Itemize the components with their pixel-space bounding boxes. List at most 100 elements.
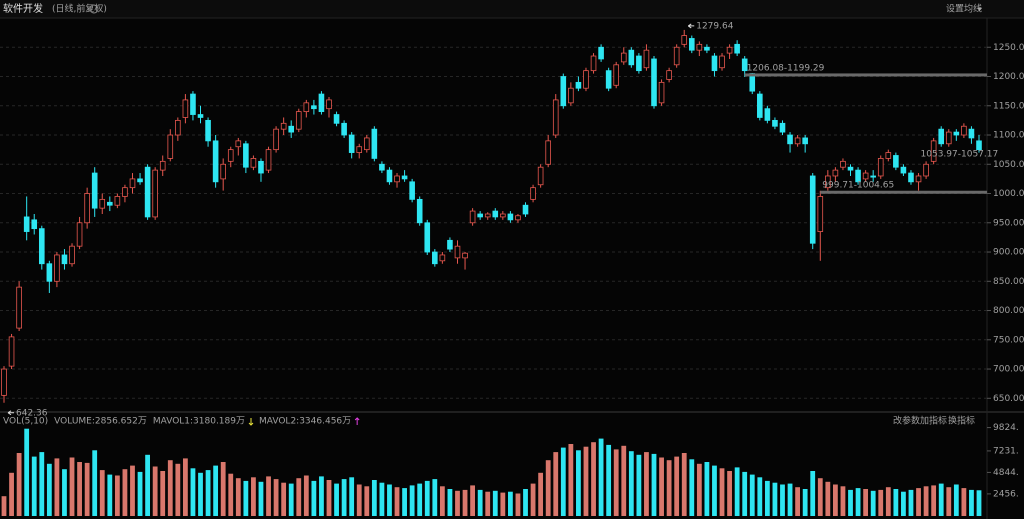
candle-body — [885, 152, 892, 159]
candle-body — [401, 175, 408, 180]
candle-body — [704, 46, 710, 51]
legend-entry: VOL(5,10) — [3, 417, 48, 427]
candle-body — [809, 175, 816, 244]
chart-subtitle: (日线,前复权) — [52, 3, 107, 15]
volume-bar — [341, 479, 347, 516]
volume-bar — [931, 485, 937, 516]
volume-bar — [681, 453, 687, 516]
candle-body — [197, 114, 204, 118]
candle-body — [356, 146, 363, 153]
candle-body — [598, 46, 604, 60]
candle-body — [605, 70, 612, 89]
volume-bar — [213, 465, 219, 516]
settings-button[interactable]: 设置均线 — [946, 3, 982, 15]
candle-body — [258, 160, 264, 174]
candle-body — [545, 140, 551, 165]
volume-bar — [613, 449, 619, 516]
candle-body — [787, 134, 793, 145]
volume-bar — [402, 488, 407, 516]
candle-body — [46, 263, 53, 282]
y-tick-label: 4844. — [993, 468, 1019, 478]
dropdown-arrow — [977, 8, 982, 11]
candle-body — [235, 140, 242, 148]
trend-arrow — [248, 418, 254, 426]
candle-body — [205, 119, 211, 142]
volume-bar — [500, 492, 506, 516]
volume-bar — [507, 491, 513, 516]
volume-bar — [485, 491, 491, 516]
candle-body — [620, 52, 627, 63]
indicator-button[interactable]: 换指标 — [948, 415, 975, 427]
volume-bar — [810, 471, 816, 516]
candle-body — [726, 46, 733, 54]
volume-bar — [538, 472, 544, 516]
candle-body — [311, 105, 317, 110]
candle-body — [492, 210, 499, 218]
zone-band — [820, 190, 987, 194]
volume-bar — [9, 472, 14, 516]
candle-body — [877, 158, 884, 177]
candle-body — [227, 149, 234, 162]
volume-bar — [855, 488, 861, 516]
volume-bar — [893, 489, 899, 516]
candle-body — [560, 76, 567, 107]
volume-bar — [553, 452, 559, 516]
volume-bar — [901, 491, 906, 516]
volume-bar — [848, 489, 853, 516]
volume-bar — [817, 478, 823, 516]
volume-bar — [92, 450, 98, 516]
volume-bar — [636, 454, 642, 516]
volume-bar — [152, 466, 158, 516]
candle-body — [696, 43, 703, 51]
volume-bar — [114, 475, 120, 516]
candle-body — [273, 128, 279, 151]
candle-body — [454, 245, 461, 259]
volume-bar — [969, 489, 974, 516]
candle-body — [69, 245, 75, 265]
volume-bar — [568, 444, 574, 516]
candle-body — [613, 64, 620, 86]
volume-bar — [802, 489, 808, 516]
volume-bar — [689, 459, 695, 516]
candle-body — [363, 137, 370, 151]
candle-body — [976, 140, 982, 151]
candle-body — [734, 43, 740, 54]
volume-bar — [916, 488, 921, 516]
candle-body — [530, 187, 536, 200]
indicator-button[interactable]: 改参数 — [893, 415, 920, 427]
volume-bar — [122, 469, 128, 516]
volume-bar — [530, 483, 536, 516]
volume-bar — [77, 462, 82, 516]
volume-bar — [130, 465, 135, 516]
candle-body — [318, 93, 325, 113]
candle-body — [968, 128, 975, 139]
candle-body — [265, 149, 272, 171]
volume-bar — [349, 477, 355, 516]
volume-bar — [938, 483, 944, 516]
candle-body — [280, 122, 287, 130]
candle-body — [107, 201, 113, 206]
volume-bar — [659, 457, 664, 516]
volume-bar — [764, 480, 770, 516]
candle-body — [159, 160, 166, 171]
y-tick-label: 950.00 — [993, 218, 1024, 228]
volume-bar — [84, 462, 90, 516]
candle-body — [91, 172, 98, 209]
volume-bar — [107, 474, 113, 516]
candle-body — [409, 181, 415, 200]
volume-bar — [780, 484, 785, 516]
volume-bar — [704, 462, 710, 516]
candle-body — [794, 137, 801, 145]
indicator-button[interactable]: 加指标 — [920, 415, 947, 427]
volume-bar — [772, 482, 778, 516]
volume-bar — [394, 487, 400, 516]
volume-bar — [371, 480, 377, 516]
volume-bar — [417, 483, 423, 516]
candle-body — [779, 122, 786, 133]
settings-icon[interactable] — [89, 4, 99, 14]
candle-body — [439, 254, 446, 262]
y-tick-label: 750.00 — [993, 335, 1024, 345]
y-tick-label: 9824. — [993, 423, 1019, 433]
candle-body — [212, 140, 219, 183]
volume-bar — [387, 484, 392, 516]
